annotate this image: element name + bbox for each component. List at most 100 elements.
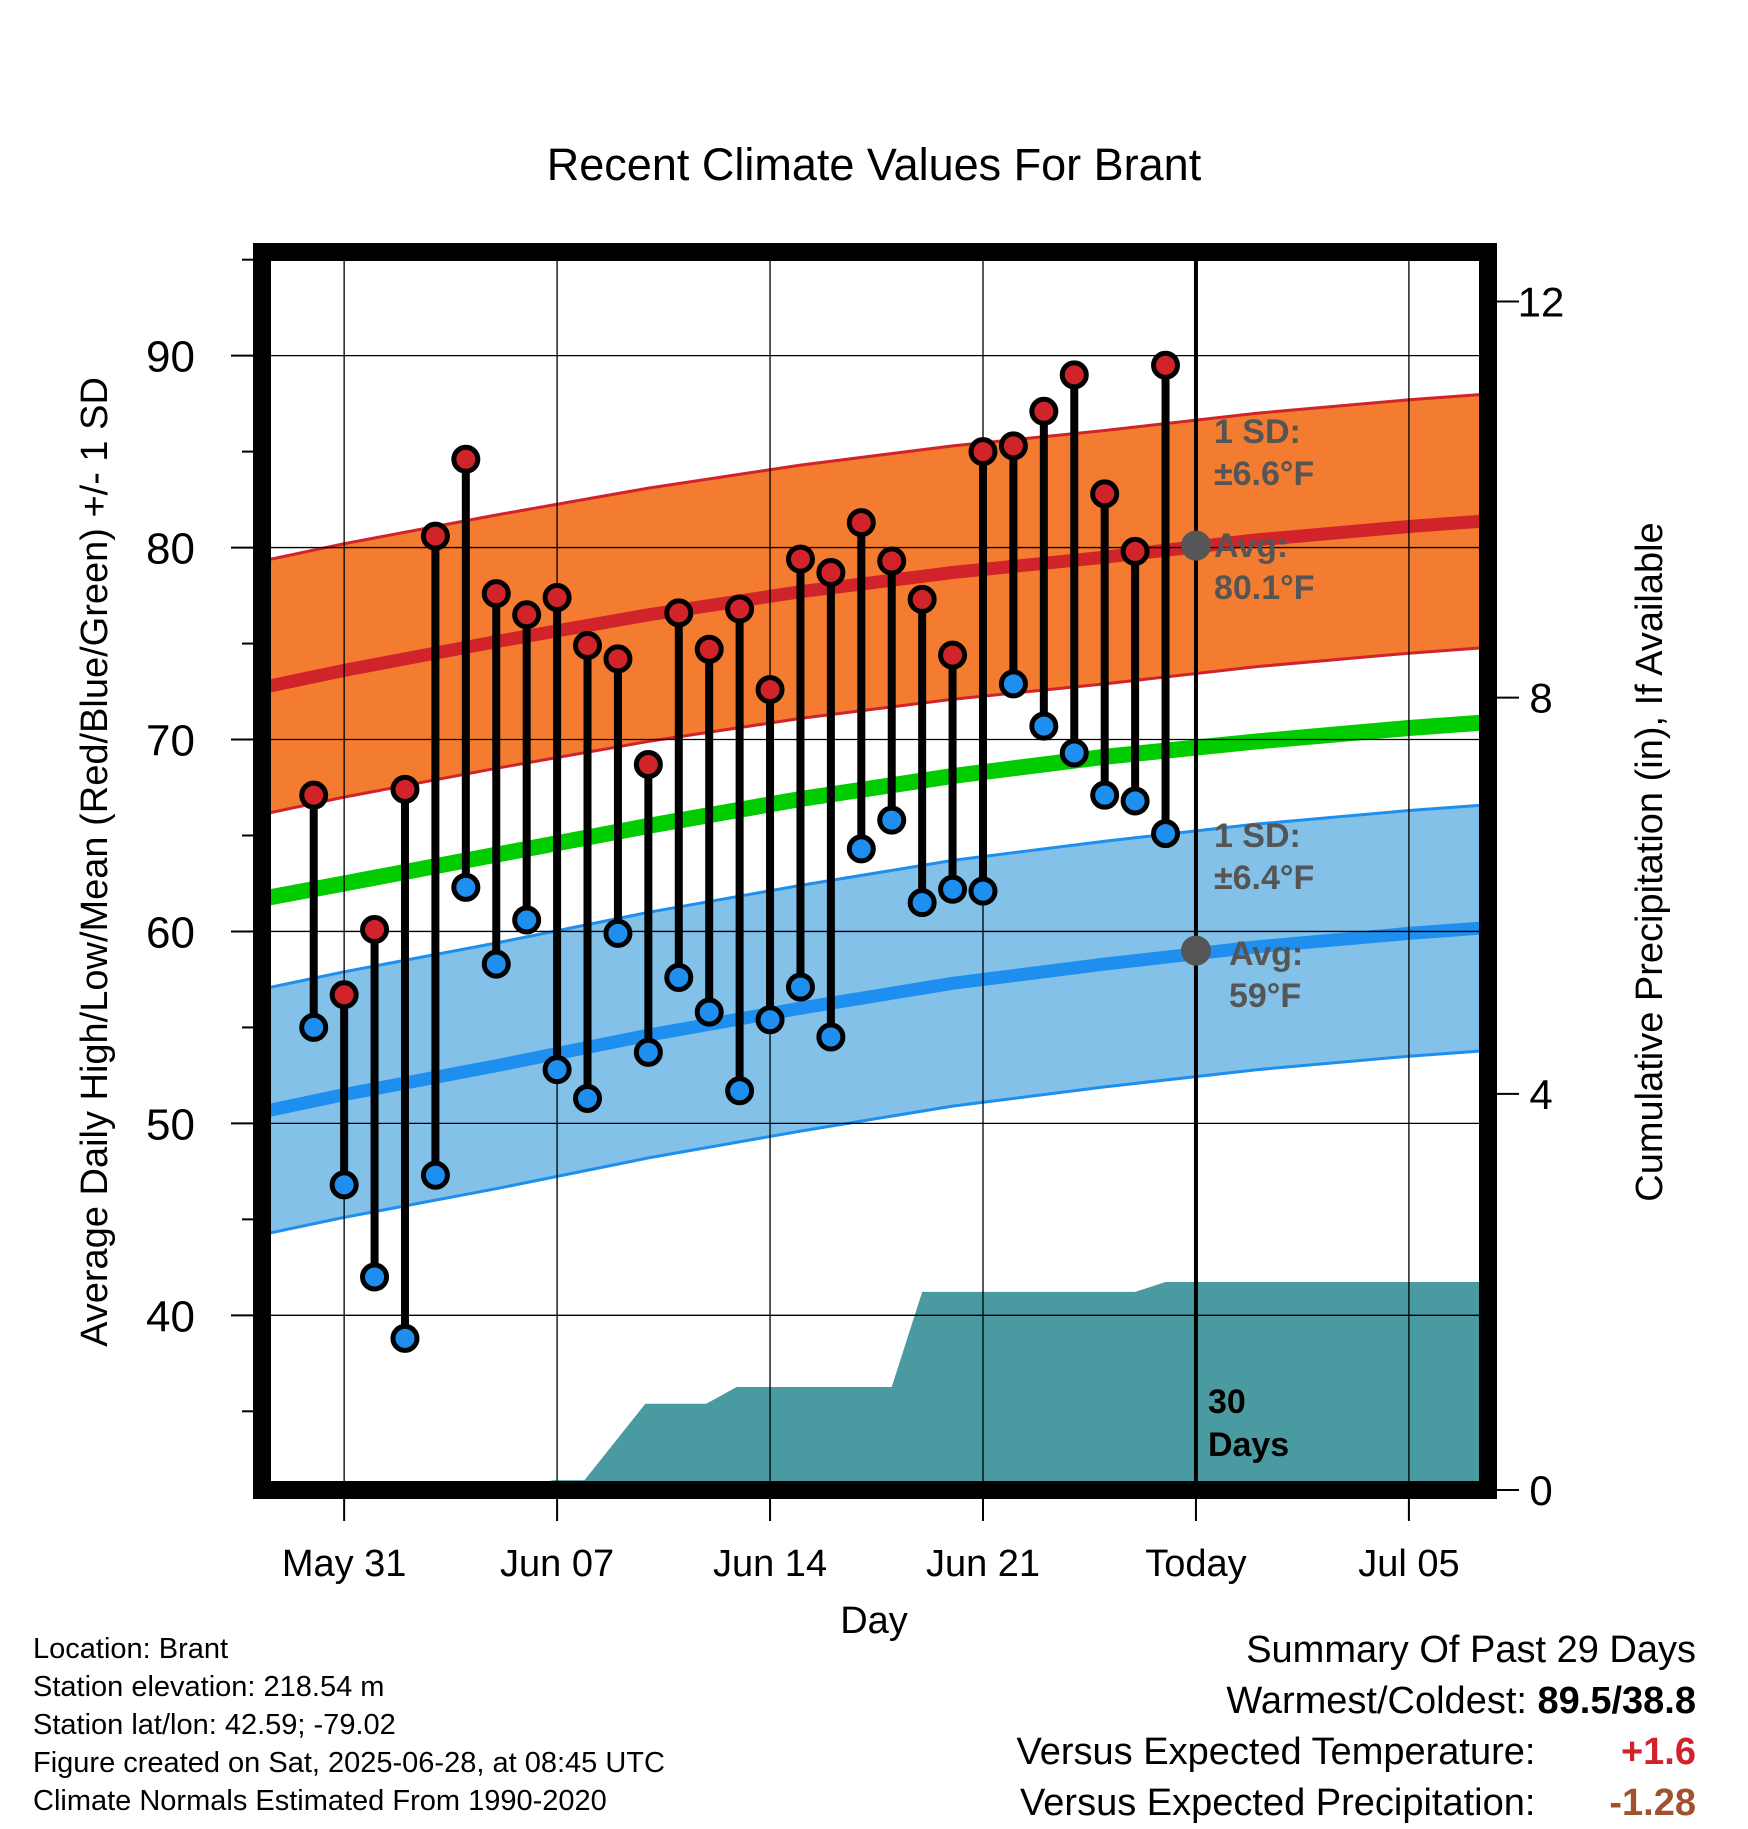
y-tick-label: 90: [146, 333, 195, 382]
low-band-upper-edge: [262, 803, 1488, 991]
low-point: [755, 1005, 785, 1035]
y-tick-label: 50: [146, 1100, 195, 1149]
low-point: [329, 1170, 359, 1200]
high-point: [1059, 360, 1089, 390]
low-point: [1029, 711, 1059, 741]
low-point: [633, 1037, 663, 1067]
high-point: [664, 598, 694, 628]
y-tick-label: 80: [146, 525, 195, 574]
low-band-lower-edge: [262, 1049, 1488, 1237]
summary-title: Summary Of Past 29 Days: [1246, 1629, 1696, 1671]
high-point: [1120, 536, 1150, 566]
today-low-avg-marker: [1180, 935, 1211, 966]
warmest-row: Warmest/Coldest: 89.5/38.8: [1017, 1676, 1696, 1727]
low-point: [938, 874, 968, 904]
high-point: [299, 780, 329, 810]
low-point: [907, 888, 937, 918]
warmest-label: Warmest/Coldest:: [1226, 1680, 1527, 1722]
high-point: [390, 774, 420, 804]
low-avg-label-1: Avg:: [1229, 935, 1303, 973]
y-axis-label: Average Daily High/Low/Mean (Red/Blue/Gr…: [74, 377, 116, 1347]
low-point: [1151, 819, 1181, 849]
low-point: [542, 1055, 572, 1085]
x-axis-ticks: [343, 1499, 1410, 1521]
x-tick-label: Jun 07: [500, 1543, 614, 1585]
right-axis-ticks: [1497, 300, 1519, 1491]
low-point: [785, 972, 815, 1002]
precip-row: Versus Expected Precipitation: -1.28: [1017, 1778, 1696, 1829]
created-text: Figure created on Sat, 2025-06-28, at 08…: [33, 1747, 665, 1779]
high-point: [1151, 350, 1181, 380]
low-sd-label-2: ±6.4°F: [1214, 859, 1314, 897]
today-high-avg-marker: [1180, 530, 1211, 561]
low-point: [877, 805, 907, 835]
low-point: [451, 872, 481, 902]
low-sd-band: [262, 804, 1488, 1235]
y2-axis-label: Cumulative Precipitation (in), If Availa…: [1629, 522, 1671, 1201]
low-point: [1059, 738, 1089, 768]
high-point: [877, 546, 907, 576]
high-band-lower-edge: [262, 645, 1488, 816]
low-point: [573, 1083, 603, 1113]
low-point: [1090, 780, 1120, 810]
temp-label: Versus Expected Temperature:: [1016, 1731, 1536, 1773]
low-point: [968, 876, 998, 906]
high-point: [1090, 479, 1120, 509]
low-point: [512, 905, 542, 935]
x-tick-label: Jun 21: [926, 1543, 1040, 1585]
low-point: [481, 949, 511, 979]
high-point: [451, 444, 481, 474]
chart-title: Recent Climate Values For Brant: [547, 139, 1202, 190]
y2-tick-label: 8: [1529, 675, 1552, 722]
precip-value: -1.28: [1609, 1782, 1696, 1824]
plot-area: 1 SD: ±6.6°F Avg: 80.1°F 1 SD: ±6.4°F Avg: 59°F…: [146, 243, 1564, 1585]
precip-label-1: 30: [1208, 1383, 1246, 1421]
low-avg-label-2: 59°F: [1229, 977, 1301, 1015]
high-point: [816, 558, 846, 588]
low-point: [998, 669, 1028, 699]
normal-mean-line: [262, 714, 1488, 907]
high-point: [968, 437, 998, 467]
high-point: [573, 630, 603, 660]
x-tick-label: Today: [1145, 1543, 1246, 1585]
low-point: [1120, 786, 1150, 816]
daily-bars: [299, 350, 1181, 1353]
high-point: [329, 980, 359, 1010]
high-point: [1029, 396, 1059, 426]
high-point: [998, 431, 1028, 461]
high-point: [785, 544, 815, 574]
normal-low-line: [262, 921, 1488, 1119]
high-point: [633, 749, 663, 779]
high-band-upper-edge: [262, 392, 1488, 563]
temp-row: Versus Expected Temperature: +1.6: [1017, 1727, 1696, 1778]
elevation-text: Station elevation: 218.54 m: [33, 1671, 385, 1703]
y2-tick-label: 4: [1529, 1071, 1552, 1118]
high-point: [481, 579, 511, 609]
y2-tick-label: 0: [1529, 1467, 1552, 1514]
high-point: [846, 508, 876, 538]
low-point: [664, 963, 694, 993]
x-tick-label: Jun 14: [713, 1543, 827, 1585]
high-point: [725, 594, 755, 624]
low-sd-label-1: 1 SD:: [1214, 817, 1301, 855]
y-tick-label: 60: [146, 908, 195, 957]
low-point: [725, 1076, 755, 1106]
low-point: [846, 834, 876, 864]
summary-panel: Summary Of Past 29 Days Warmest/Coldest:…: [1017, 1625, 1696, 1829]
high-point: [512, 600, 542, 630]
normals-text: Climate Normals Estimated From 1990-2020: [33, 1785, 607, 1817]
x-tick-label: Jul 05: [1358, 1543, 1459, 1585]
precip-label: Versus Expected Precipitation:: [1020, 1782, 1536, 1824]
plot-frame: [253, 243, 1497, 1499]
y-tick-label: 70: [146, 717, 195, 766]
low-point: [816, 1022, 846, 1052]
high-point: [542, 582, 572, 612]
high-point: [360, 915, 390, 945]
high-sd-band: [262, 394, 1488, 815]
location-text: Location: Brant: [33, 1633, 229, 1665]
high-point: [938, 640, 968, 670]
high-point: [694, 634, 724, 664]
temp-value: +1.6: [1620, 1731, 1696, 1773]
left-axis-ticks: [231, 258, 253, 1413]
